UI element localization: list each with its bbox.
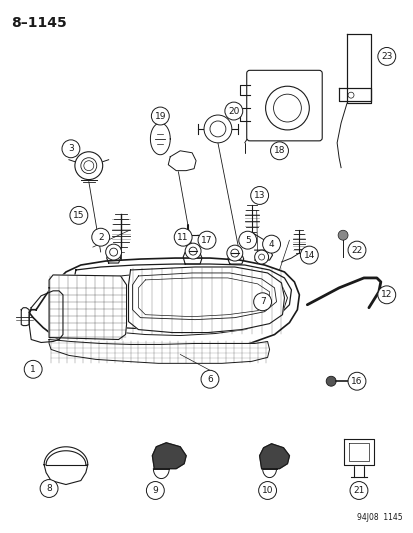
Circle shape [70, 206, 88, 224]
Circle shape [265, 86, 309, 130]
Circle shape [337, 230, 347, 240]
Text: 5: 5 [244, 236, 250, 245]
Text: 19: 19 [154, 111, 166, 120]
Circle shape [185, 243, 201, 259]
Circle shape [226, 245, 242, 261]
Text: 8: 8 [46, 484, 52, 493]
Circle shape [250, 187, 268, 205]
Text: 12: 12 [380, 290, 392, 300]
Circle shape [197, 231, 216, 249]
Circle shape [270, 142, 288, 160]
Circle shape [238, 231, 256, 249]
Circle shape [377, 286, 395, 304]
Text: 10: 10 [261, 486, 273, 495]
Circle shape [81, 158, 97, 174]
Circle shape [189, 247, 197, 255]
Text: 14: 14 [303, 251, 314, 260]
Text: 11: 11 [177, 233, 188, 241]
Circle shape [201, 370, 218, 388]
Circle shape [204, 115, 231, 143]
Text: 20: 20 [228, 107, 239, 116]
Polygon shape [49, 275, 126, 340]
Circle shape [83, 161, 93, 171]
Text: 15: 15 [73, 211, 84, 220]
Text: 18: 18 [273, 146, 285, 155]
Circle shape [347, 92, 353, 98]
Circle shape [40, 480, 58, 497]
FancyBboxPatch shape [246, 70, 321, 141]
Polygon shape [49, 340, 269, 364]
Circle shape [349, 481, 367, 499]
Circle shape [258, 254, 264, 260]
Text: 13: 13 [253, 191, 265, 200]
Circle shape [325, 376, 335, 386]
Text: 9: 9 [152, 486, 158, 495]
Text: 4: 4 [268, 240, 274, 249]
Text: 7: 7 [259, 297, 265, 306]
Circle shape [109, 248, 117, 256]
Circle shape [209, 121, 225, 137]
Text: 2: 2 [97, 233, 103, 241]
Circle shape [92, 228, 109, 246]
Text: 23: 23 [380, 52, 392, 61]
Text: 17: 17 [201, 236, 212, 245]
Circle shape [62, 140, 80, 158]
Polygon shape [128, 267, 284, 333]
Circle shape [253, 293, 271, 311]
Text: 94J08  1145: 94J08 1145 [356, 513, 402, 522]
Circle shape [254, 250, 268, 264]
Polygon shape [338, 88, 370, 101]
Text: 1: 1 [30, 365, 36, 374]
Circle shape [224, 102, 242, 120]
Circle shape [174, 228, 192, 246]
Polygon shape [259, 444, 289, 469]
Circle shape [273, 94, 301, 122]
Circle shape [230, 249, 238, 257]
Text: 8–1145: 8–1145 [11, 15, 67, 30]
Text: 16: 16 [350, 377, 362, 386]
Text: 22: 22 [351, 246, 362, 255]
Circle shape [24, 360, 42, 378]
Text: 21: 21 [352, 486, 364, 495]
Circle shape [300, 246, 318, 264]
Polygon shape [152, 443, 186, 469]
Polygon shape [168, 151, 196, 171]
Polygon shape [343, 439, 373, 465]
Circle shape [262, 235, 280, 253]
Polygon shape [346, 34, 370, 103]
Circle shape [75, 152, 102, 180]
Text: 3: 3 [68, 144, 74, 154]
Circle shape [105, 244, 121, 260]
Circle shape [377, 47, 395, 66]
Circle shape [151, 107, 169, 125]
Polygon shape [46, 451, 85, 465]
Polygon shape [44, 465, 88, 484]
Text: 6: 6 [206, 375, 212, 384]
Circle shape [347, 372, 365, 390]
Circle shape [347, 241, 365, 259]
Circle shape [146, 481, 164, 499]
Circle shape [258, 481, 276, 499]
